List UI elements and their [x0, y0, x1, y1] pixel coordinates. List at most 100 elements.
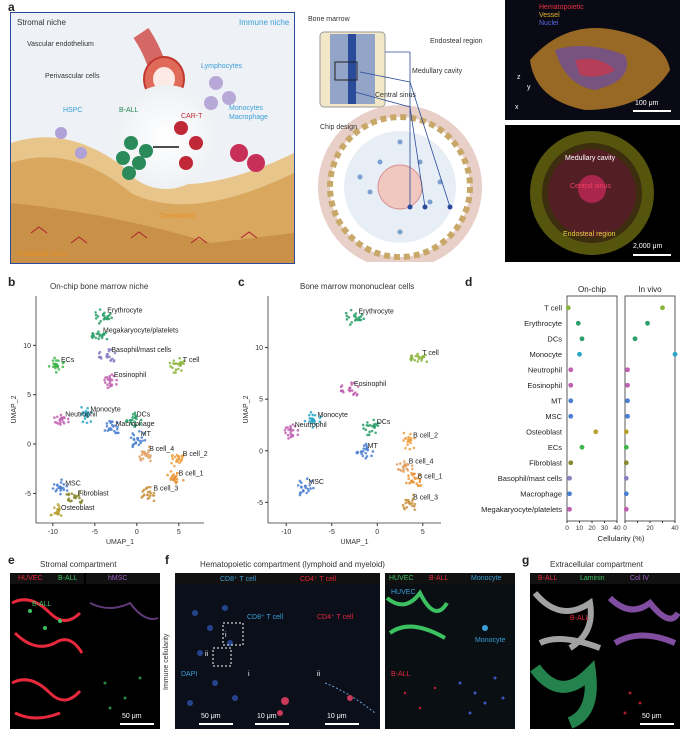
data-point — [360, 313, 364, 316]
data-point — [52, 362, 55, 365]
data-point — [103, 311, 106, 315]
data-point — [287, 437, 290, 440]
data-point — [173, 464, 176, 468]
facet-title: In vivo — [638, 285, 662, 294]
data-point — [412, 446, 416, 450]
data-point — [296, 429, 300, 432]
scale-bar — [633, 110, 671, 112]
cluster-b-cell-3 — [401, 493, 417, 511]
data-point — [78, 496, 81, 500]
data-point — [180, 369, 183, 372]
data-point — [148, 456, 152, 459]
data-point — [98, 322, 101, 325]
category-label: Neutrophil — [528, 365, 563, 374]
data-point — [149, 491, 152, 495]
data-point — [318, 420, 322, 423]
monocyte-header: Monocyte — [471, 575, 502, 582]
cluster-mt — [355, 442, 375, 460]
data-point — [361, 423, 365, 427]
data-point — [103, 381, 107, 384]
data-point — [645, 320, 650, 326]
data-point — [182, 478, 185, 482]
data-point — [402, 439, 405, 442]
data-point — [173, 455, 177, 459]
cluster-label: DCs — [137, 411, 151, 418]
data-point — [103, 378, 106, 382]
data-point — [115, 421, 119, 424]
data-point — [60, 478, 63, 481]
data-point — [410, 464, 414, 467]
data-point — [59, 481, 63, 484]
cluster-erythrocyte — [94, 308, 113, 325]
data-point — [152, 491, 156, 495]
data-point — [350, 383, 354, 386]
data-point — [105, 337, 109, 341]
data-point — [349, 308, 353, 312]
data-point — [61, 420, 65, 424]
data-point — [110, 423, 114, 427]
data-point — [345, 318, 349, 321]
data-point — [402, 431, 406, 435]
data-point — [408, 502, 412, 506]
data-point — [180, 360, 183, 364]
data-point — [94, 311, 97, 314]
data-point — [362, 317, 365, 321]
umap-b-title: On-chip bone marrow niche — [50, 282, 149, 291]
data-point — [174, 371, 177, 374]
data-point — [109, 312, 112, 316]
data-point — [56, 503, 60, 506]
data-point — [89, 420, 93, 423]
extracellular-texture — [530, 573, 680, 729]
data-point — [413, 436, 416, 440]
scale-bar — [325, 723, 359, 725]
data-point — [298, 491, 302, 495]
data-point — [175, 460, 179, 463]
data-point — [579, 444, 585, 450]
data-point — [362, 447, 366, 450]
panel-b-label: b — [8, 275, 16, 289]
data-point — [109, 420, 113, 423]
data-point — [97, 351, 101, 355]
panel-e-title: Stromal compartment — [40, 560, 117, 569]
category-label: Osteoblast — [526, 427, 563, 436]
data-point — [51, 487, 55, 490]
chip-medullary-label: Medullary cavity — [565, 155, 616, 162]
data-point — [84, 413, 88, 416]
data-point — [92, 334, 96, 338]
data-point — [180, 457, 184, 461]
data-point — [364, 451, 368, 455]
cluster-label: MSC — [65, 480, 81, 487]
data-point — [81, 420, 85, 424]
data-point — [141, 457, 145, 460]
data-point — [314, 423, 317, 426]
data-point — [106, 316, 109, 320]
data-point — [115, 427, 119, 431]
hspc-label: HSPC — [63, 107, 83, 114]
category-label: Erythrocyte — [524, 319, 562, 328]
data-point — [407, 474, 410, 477]
chip-central-sinus-label: Central sinus — [570, 183, 611, 190]
facet-title: On-chip — [578, 285, 607, 294]
y-axis-label: UMAP_2 — [243, 395, 250, 423]
data-point — [109, 383, 112, 386]
data-point — [409, 432, 412, 436]
data-point — [175, 472, 179, 475]
x-tick-label: 30 — [601, 525, 609, 532]
immune-cellularity-side: Immune cellularity — [163, 590, 173, 710]
data-point — [425, 360, 429, 364]
data-point — [138, 455, 141, 458]
data-point — [112, 360, 116, 363]
data-point — [403, 507, 406, 511]
data-point — [96, 315, 100, 318]
data-point — [139, 418, 143, 422]
data-point — [137, 443, 141, 447]
data-point — [364, 447, 368, 451]
myeloid-micrographs: HUVEC B-ALL Monocyte HUVEC Monocyte B-AL… — [385, 573, 515, 729]
chip-schematic: Bone marrow Endosteal region Medullary c… — [300, 12, 500, 269]
category-label: Monocyte — [529, 350, 562, 359]
data-point — [632, 336, 638, 342]
data-point — [568, 382, 574, 388]
data-point — [62, 488, 66, 492]
data-point — [175, 477, 179, 481]
data-point — [623, 475, 629, 481]
